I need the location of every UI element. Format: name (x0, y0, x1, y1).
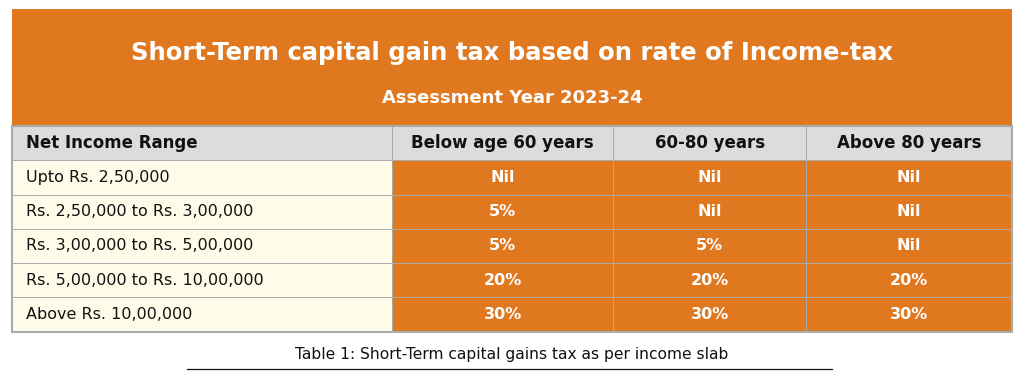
Text: Nil: Nil (697, 204, 722, 219)
Text: Nil: Nil (697, 170, 722, 185)
Text: 20%: 20% (690, 273, 729, 288)
Text: 30%: 30% (890, 307, 928, 322)
Text: Nil: Nil (896, 170, 921, 185)
FancyBboxPatch shape (392, 229, 613, 263)
FancyBboxPatch shape (12, 160, 392, 195)
FancyBboxPatch shape (392, 126, 613, 160)
FancyBboxPatch shape (12, 9, 1012, 126)
FancyBboxPatch shape (806, 126, 1012, 160)
FancyBboxPatch shape (613, 195, 806, 229)
FancyBboxPatch shape (806, 263, 1012, 297)
Text: Nil: Nil (490, 170, 515, 185)
FancyBboxPatch shape (12, 195, 392, 229)
FancyBboxPatch shape (12, 126, 392, 160)
Text: Assessment Year 2023-24: Assessment Year 2023-24 (382, 89, 642, 107)
Text: Rs. 5,00,000 to Rs. 10,00,000: Rs. 5,00,000 to Rs. 10,00,000 (26, 273, 263, 288)
Text: 30%: 30% (483, 307, 522, 322)
FancyBboxPatch shape (613, 263, 806, 297)
Text: Rs. 2,50,000 to Rs. 3,00,000: Rs. 2,50,000 to Rs. 3,00,000 (26, 204, 253, 219)
FancyBboxPatch shape (806, 229, 1012, 263)
Text: 5%: 5% (489, 204, 516, 219)
FancyBboxPatch shape (392, 160, 613, 195)
Text: Nil: Nil (896, 239, 921, 253)
Text: Above Rs. 10,00,000: Above Rs. 10,00,000 (26, 307, 191, 322)
FancyBboxPatch shape (613, 297, 806, 332)
FancyBboxPatch shape (12, 297, 392, 332)
Text: Nil: Nil (896, 204, 921, 219)
Text: 60-80 years: 60-80 years (654, 134, 765, 152)
Text: 5%: 5% (696, 239, 723, 253)
Text: Table 1: Short-Term capital gains tax as per income slab: Table 1: Short-Term capital gains tax as… (295, 347, 729, 362)
FancyBboxPatch shape (12, 229, 392, 263)
FancyBboxPatch shape (806, 195, 1012, 229)
FancyBboxPatch shape (613, 229, 806, 263)
Text: Below age 60 years: Below age 60 years (412, 134, 594, 152)
FancyBboxPatch shape (392, 263, 613, 297)
Text: 30%: 30% (690, 307, 729, 322)
FancyBboxPatch shape (392, 297, 613, 332)
FancyBboxPatch shape (613, 126, 806, 160)
Text: Above 80 years: Above 80 years (837, 134, 981, 152)
FancyBboxPatch shape (392, 195, 613, 229)
Text: Short-Term capital gain tax based on rate of Income-tax: Short-Term capital gain tax based on rat… (131, 41, 893, 65)
FancyBboxPatch shape (613, 160, 806, 195)
Text: 20%: 20% (483, 273, 522, 288)
FancyBboxPatch shape (806, 160, 1012, 195)
FancyBboxPatch shape (12, 263, 392, 297)
Text: Net Income Range: Net Income Range (26, 134, 198, 152)
Text: Rs. 3,00,000 to Rs. 5,00,000: Rs. 3,00,000 to Rs. 5,00,000 (26, 239, 253, 253)
FancyBboxPatch shape (806, 297, 1012, 332)
Text: Upto Rs. 2,50,000: Upto Rs. 2,50,000 (26, 170, 169, 185)
Text: 20%: 20% (890, 273, 928, 288)
Text: 5%: 5% (489, 239, 516, 253)
